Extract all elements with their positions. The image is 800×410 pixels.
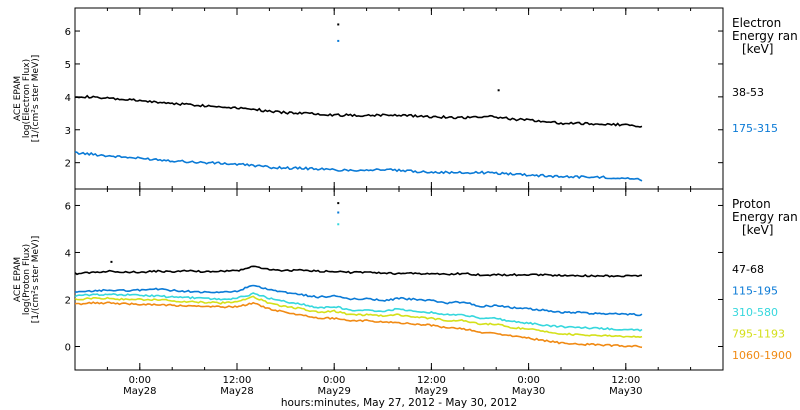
series-line (74, 151, 643, 182)
x-tick-date-label: May29 (317, 386, 350, 397)
legend-entry: 795-1193 (732, 328, 785, 341)
series-line (74, 301, 643, 349)
y-tick-label: 3 (65, 126, 71, 137)
series-line (74, 292, 643, 332)
x-tick-time-label: 12:00 (417, 375, 446, 386)
legend-title-line: Proton (732, 197, 771, 211)
y-axis-label-line: ACE EPAM (13, 257, 23, 302)
legend-entry: 38-53 (732, 86, 764, 99)
legend-title-line: Energy ran (732, 210, 798, 224)
data-spike-point (337, 223, 340, 226)
legend-entry: 175-315 (732, 122, 778, 135)
data-spike-point (337, 23, 340, 26)
y-tick-label: 2 (65, 159, 71, 170)
series-line (74, 94, 643, 128)
x-tick-date-label: May28 (220, 386, 253, 397)
x-tick-date-label: May30 (512, 386, 545, 397)
legend-entry: 1060-1900 (732, 349, 792, 362)
y-tick-label: 5 (65, 60, 71, 71)
x-tick-time-label: 0:00 (517, 375, 539, 386)
y-tick-label: 2 (65, 295, 71, 306)
electron-flux-panel: 2 3 4 5 6 ACE EPAM log(Electron Flux) [1/(cm²s … (13, 16, 798, 182)
y-axis-label-line: [1/(cm²s ster MeV)] (31, 55, 41, 142)
data-spike-point (337, 211, 340, 214)
proton-panel-frame (74, 188, 724, 371)
x-tick-date-label: May28 (123, 386, 156, 397)
series-line (74, 265, 643, 278)
data-spike-point (110, 260, 113, 263)
y-tick-label: 0 (65, 342, 71, 353)
legend-title-line: Energy ran (732, 29, 798, 43)
legend-entry: 310-580 (732, 306, 778, 319)
series-line (74, 295, 643, 339)
y-tick-label: 4 (65, 93, 71, 104)
legend-title-line: [keV] (742, 42, 773, 56)
legend-title-line: Electron (732, 16, 781, 30)
proton-flux-panel: 0 2 4 6 ACE EPAM log(Proton Flux) [1/(cm²s ste… (13, 197, 798, 362)
x-tick-time-label: 0:00 (323, 375, 345, 386)
x-tick-time-label: 0:00 (129, 375, 151, 386)
data-spike-point (337, 39, 340, 42)
x-tick-date-label: May30 (609, 386, 642, 397)
x-tick-time-label: 12:00 (223, 375, 252, 386)
legend-entry: 115-195 (732, 285, 778, 298)
legend-entry: 47-68 (732, 263, 764, 276)
y-tick-label: 6 (65, 201, 71, 212)
x-tick-time-label: 12:00 (611, 375, 640, 386)
y-axis-label-line: log(Proton Flux) (22, 244, 32, 315)
x-axis-title: hours:minutes, May 27, 2012 - May 30, 20… (281, 397, 517, 409)
y-axis-label-line: ACE EPAM (13, 76, 23, 121)
y-tick-label: 6 (65, 27, 71, 38)
x-tick-date-label: May29 (415, 386, 448, 397)
series-line (74, 284, 643, 317)
shared-time-axis: 0:00May2812:00May280:00May2912:00May290:… (74, 8, 724, 397)
legend-title-line: [keV] (742, 223, 773, 237)
y-tick-label: 4 (65, 248, 71, 259)
y-axis-label-line: [1/(cm²s ster MeV)] (31, 236, 41, 323)
y-axis-label-line: log(Electron Flux) (22, 59, 32, 138)
data-spike-point (497, 89, 500, 92)
data-spike-point (337, 202, 340, 205)
